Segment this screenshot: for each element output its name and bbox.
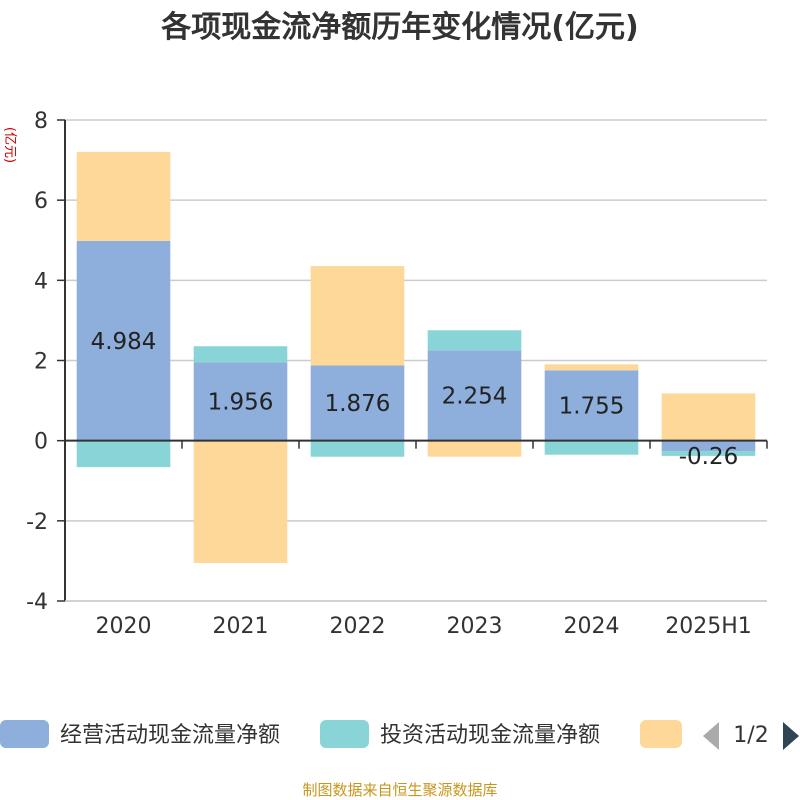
- legend-swatch-financing: [640, 720, 682, 748]
- data-label-2025H1: -0.26: [679, 444, 739, 470]
- y-tick-label: 0: [34, 430, 48, 455]
- legend-prev-page-icon[interactable]: [703, 722, 719, 750]
- bar-series-2-2022[interactable]: [310, 266, 405, 366]
- gridlines: [65, 119, 767, 602]
- data-labels: 4.984 1.956 1.876 2.254 1.755 -0.26: [91, 329, 739, 470]
- x-tick-label: 2020: [96, 614, 152, 639]
- bar-series-0-2023[interactable]: [427, 350, 522, 441]
- bar-series-1-2024[interactable]: [544, 440, 639, 455]
- bar-series-1-2020[interactable]: [76, 440, 171, 468]
- legend-item-operating[interactable]: 经营活动现金流量净额: [0, 720, 280, 748]
- chart-title: 各项现金流净额历年变化情况(亿元): [160, 10, 638, 45]
- y-tick-label: -4: [26, 590, 48, 615]
- y-tick-label: 6: [34, 189, 48, 214]
- data-label-2024: 1.755: [559, 393, 625, 419]
- legend-item-investing[interactable]: 投资活动现金流量净额: [320, 720, 600, 748]
- data-label-2021: 1.956: [208, 389, 274, 415]
- legend-page-indicator: 1/2: [733, 723, 768, 748]
- bar-series-2-2020[interactable]: [76, 151, 171, 241]
- y-tick-label: 4: [34, 269, 48, 294]
- bar-series-1-2023[interactable]: [427, 330, 522, 351]
- bars: [76, 151, 756, 563]
- legend-next-page-icon[interactable]: [783, 722, 799, 750]
- bar-series-1-2025H1[interactable]: [661, 451, 756, 456]
- bar-series-1-2022[interactable]: [310, 440, 405, 457]
- y-tick-label: -2: [26, 510, 48, 535]
- x-tick-label: 2024: [564, 614, 620, 639]
- y-tick-label: 8: [34, 109, 48, 134]
- legend: 经营活动现金流量净额 投资活动现金流量净额 1/2: [0, 720, 799, 750]
- data-label-2022: 1.876: [325, 391, 391, 417]
- x-tick-label: 2022: [330, 614, 386, 639]
- bar-series-1-2021[interactable]: [193, 346, 288, 363]
- bar-series-2-2023[interactable]: [427, 440, 522, 457]
- bar-series-0-2021[interactable]: [193, 362, 288, 441]
- bar-series-0-2020[interactable]: [76, 240, 171, 441]
- legend-label-investing: 投资活动现金流量净额: [380, 723, 600, 748]
- bar-series-2-2024[interactable]: [544, 364, 639, 371]
- data-source-note: 制图数据来自恒生聚源数据库: [302, 781, 497, 799]
- x-tick-label: 2025H1: [665, 614, 752, 639]
- data-label-2020: 4.984: [91, 329, 157, 355]
- x-tick-label: 2021: [213, 614, 269, 639]
- bar-series-2-2021[interactable]: [193, 440, 288, 563]
- axes: -4 -2 0 2 4 6 8 2020 2021 2022 2023 2024 2025H1: [26, 109, 768, 639]
- legend-item-financing[interactable]: [640, 720, 682, 748]
- bar-series-0-2022[interactable]: [310, 365, 405, 441]
- bar-series-0-2025H1[interactable]: [661, 440, 756, 452]
- legend-label-operating: 经营活动现金流量净额: [60, 723, 280, 748]
- x-tick-label: 2023: [447, 614, 503, 639]
- bar-series-0-2024[interactable]: [544, 370, 639, 441]
- legend-swatch-investing: [320, 720, 369, 748]
- legend-swatch-operating: [0, 720, 49, 748]
- data-label-2023: 2.254: [442, 383, 508, 409]
- bar-series-2-2025H1[interactable]: [661, 393, 756, 441]
- y-tick-label: 2: [34, 350, 48, 375]
- y-axis-unit-label: (亿元): [2, 127, 17, 163]
